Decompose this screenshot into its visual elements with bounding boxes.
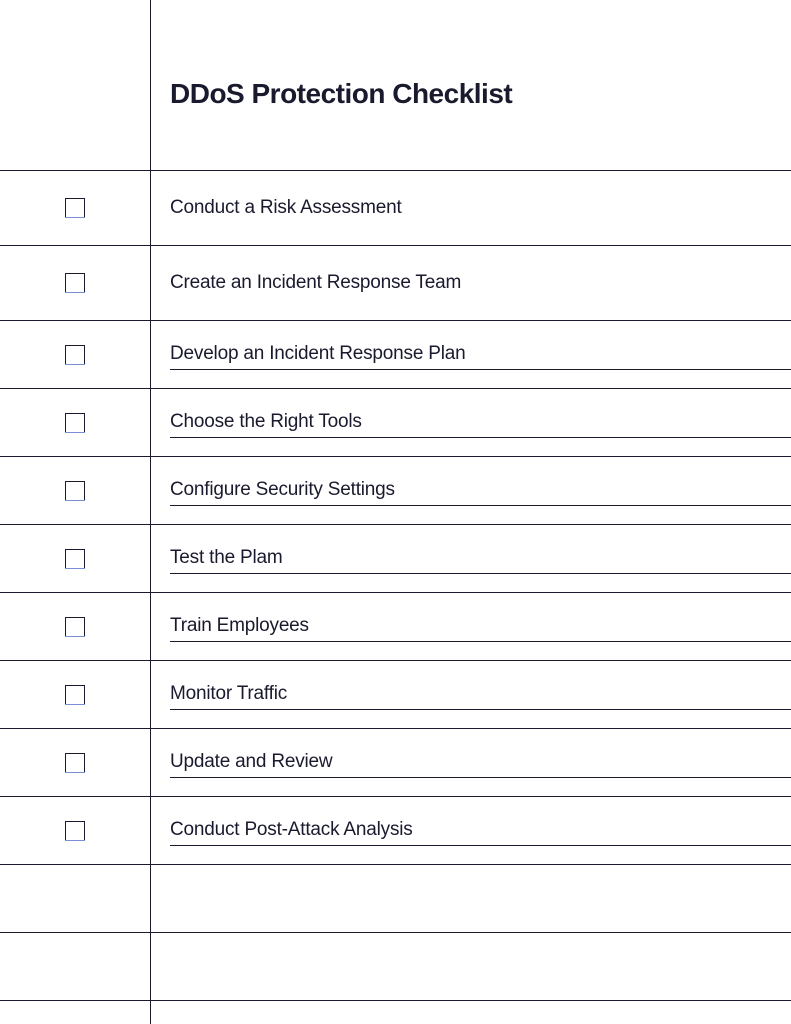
checkbox[interactable] <box>65 413 85 433</box>
checklist-item-label: Monitor Traffic <box>170 683 287 705</box>
label-cell: Configure Security Settings <box>150 457 791 524</box>
checkbox[interactable] <box>65 821 85 841</box>
row-underline <box>170 369 791 370</box>
checkbox-cell <box>0 617 150 637</box>
label-cell: Monitor Traffic <box>150 661 791 728</box>
row-underline <box>170 641 791 642</box>
checklist-row: Create an Incident Response Team <box>0 245 791 320</box>
title-area: DDoS Protection Checklist <box>0 0 791 170</box>
checkbox[interactable] <box>65 685 85 705</box>
checkbox[interactable] <box>65 549 85 569</box>
checkbox-cell <box>0 345 150 365</box>
checklist-row: Test the Plam <box>0 524 791 592</box>
checkbox-cell <box>0 753 150 773</box>
label-cell: Train Employees <box>150 593 791 660</box>
checklist-row: Update and Review <box>0 728 791 796</box>
empty-row <box>0 864 791 932</box>
checklist-item-label: Train Employees <box>170 615 309 637</box>
row-underline <box>170 505 791 506</box>
checkbox-cell <box>0 413 150 433</box>
checkbox-cell <box>0 198 150 218</box>
row-underline <box>170 845 791 846</box>
checklist-row: Conduct a Risk Assessment <box>0 170 791 245</box>
checkbox-cell <box>0 685 150 705</box>
label-cell: Test the Plam <box>150 525 791 592</box>
checkbox-cell <box>0 549 150 569</box>
checkbox[interactable] <box>65 617 85 637</box>
checklist-item-label: Conduct a Risk Assessment <box>170 197 402 219</box>
checklist-row: Configure Security Settings <box>0 456 791 524</box>
checkbox[interactable] <box>65 481 85 501</box>
checklist-item-label: Choose the Right Tools <box>170 411 362 433</box>
checkbox[interactable] <box>65 345 85 365</box>
checklist-rows: Conduct a Risk Assessment Create an Inci… <box>0 170 791 1001</box>
checkbox[interactable] <box>65 198 85 218</box>
checkbox-cell <box>0 273 150 293</box>
label-cell: Conduct a Risk Assessment <box>150 171 791 245</box>
empty-row <box>0 932 791 1000</box>
page-title: DDoS Protection Checklist <box>170 78 512 110</box>
checklist-item-label: Develop an Incident Response Plan <box>170 343 466 365</box>
checklist-row: Monitor Traffic <box>0 660 791 728</box>
label-cell: Create an Incident Response Team <box>150 246 791 320</box>
row-underline <box>170 709 791 710</box>
checklist-item-label: Create an Incident Response Team <box>170 272 461 294</box>
checkbox-cell <box>0 481 150 501</box>
row-underline <box>170 437 791 438</box>
label-cell: Update and Review <box>150 729 791 796</box>
checkbox[interactable] <box>65 753 85 773</box>
checklist-row: Train Employees <box>0 592 791 660</box>
checklist-row: Develop an Incident Response Plan <box>0 320 791 388</box>
label-cell: Develop an Incident Response Plan <box>150 321 791 388</box>
bottom-border <box>0 1000 791 1001</box>
row-underline <box>170 573 791 574</box>
label-cell: Conduct Post-Attack Analysis <box>150 797 791 864</box>
checklist-item-label: Configure Security Settings <box>170 479 395 501</box>
checklist-item-label: Conduct Post-Attack Analysis <box>170 819 413 841</box>
checklist-row: Conduct Post-Attack Analysis <box>0 796 791 864</box>
label-cell: Choose the Right Tools <box>150 389 791 456</box>
checklist-page: DDoS Protection Checklist Conduct a Risk… <box>0 0 791 1024</box>
checklist-item-label: Update and Review <box>170 751 332 773</box>
checkbox-cell <box>0 821 150 841</box>
checkbox[interactable] <box>65 273 85 293</box>
checklist-row: Choose the Right Tools <box>0 388 791 456</box>
checklist-item-label: Test the Plam <box>170 547 283 569</box>
row-underline <box>170 777 791 778</box>
